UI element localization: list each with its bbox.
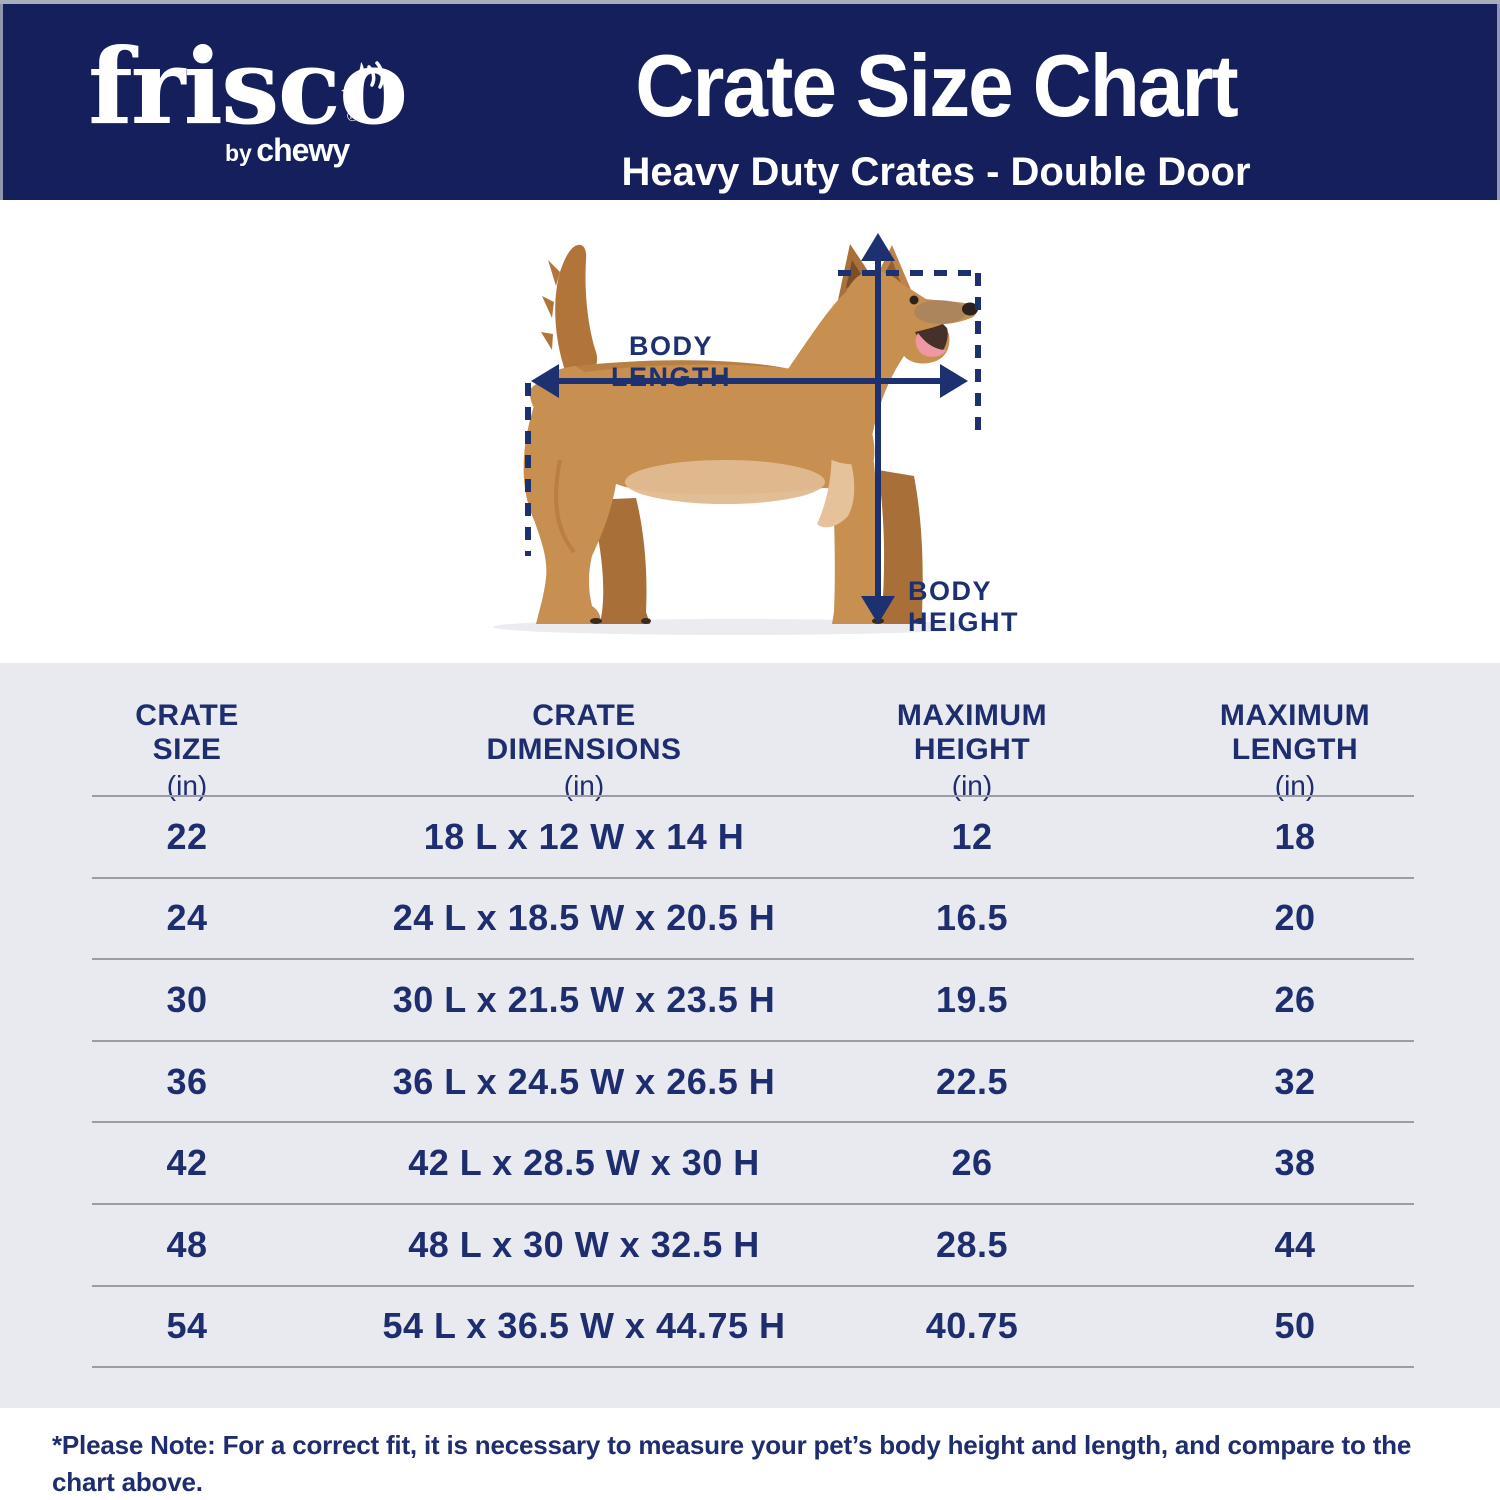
footnote-line1: *Please Note: For a correct fit, it is n… <box>52 1430 1412 1497</box>
cell-crate-size: 22 <box>166 815 208 857</box>
cell-crate-dimensions: 36 L x 24.5 W x 26.5 H <box>392 1060 776 1102</box>
cell-max-height: 22.5 <box>935 1060 1009 1102</box>
footnote: *Please Note: For a correct fit, it is n… <box>0 1408 1500 1500</box>
body-length-label: BODY LENGTH <box>611 331 731 392</box>
cell-max-length: 50 <box>1274 1305 1316 1347</box>
cell-crate-dimensions: 42 L x 28.5 W x 30 H <box>408 1142 760 1184</box>
table-row: 42 42 L x 28.5 W x 30 H 26 38 <box>92 1123 1414 1205</box>
body-height-label-line1: BODY <box>908 576 993 606</box>
body-height-label: BODY HEIGHT <box>908 576 1019 638</box>
cell-max-length: 20 <box>1274 897 1316 939</box>
column-header-maximum-height: MAXIMUM HEIGHT (in) <box>896 699 1048 801</box>
dashed-guides <box>525 270 981 556</box>
cell-crate-dimensions: 48 L x 30 W x 32.5 H <box>408 1223 760 1265</box>
column-header-crate-size: CRATE SIZE (in) <box>135 699 239 801</box>
cell-max-height: 28.5 <box>935 1223 1009 1265</box>
cell-max-height: 26 <box>951 1142 993 1184</box>
registered-trademark-icon: ® <box>347 108 359 125</box>
table-row: 54 54 L x 36.5 W x 44.75 H 40.75 50 <box>92 1287 1414 1369</box>
column-header-crate-dimensions: CRATE DIMENSIONS (in) <box>486 699 682 801</box>
body-height-label-line2: HEIGHT <box>908 607 1020 637</box>
table-row: 24 24 L x 18.5 W x 20.5 H 16.5 20 <box>92 879 1414 961</box>
cell-crate-size: 24 <box>166 897 208 939</box>
table-body: 22 18 L x 12 W x 14 H 12 18 24 24 L x 18… <box>92 795 1414 1369</box>
crate-size-table: CRATE SIZE (in) CRATE DIMENSIONS (in) MA… <box>0 663 1500 1408</box>
body-length-arrow <box>531 364 968 398</box>
cell-max-length: 26 <box>1274 978 1316 1020</box>
logo-tail-swoosh-icon <box>341 61 385 92</box>
cell-max-height: 40.75 <box>925 1305 1019 1347</box>
cell-crate-dimensions: 54 L x 36.5 W x 44.75 H <box>382 1305 786 1347</box>
cell-crate-dimensions: 24 L x 18.5 W x 20.5 H <box>392 897 776 939</box>
cell-max-length: 44 <box>1274 1223 1316 1265</box>
table-row: 48 48 L x 30 W x 32.5 H 28.5 44 <box>92 1205 1414 1287</box>
cell-max-length: 18 <box>1274 815 1316 857</box>
cell-crate-size: 30 <box>166 978 208 1020</box>
byline-chewy-text: chewy <box>256 132 350 168</box>
cell-max-height: 19.5 <box>935 978 1009 1020</box>
page-subtitle: Heavy Duty Crates - Double Door <box>621 150 1251 194</box>
table-row: 30 30 L x 21.5 W x 23.5 H 19.5 26 <box>92 960 1414 1042</box>
page-title: Crate Size Chart <box>635 36 1238 136</box>
dog-measurement-diagram: BODY LENGTH BODY HEIGHT <box>0 200 1500 663</box>
cell-max-length: 38 <box>1274 1142 1316 1184</box>
table-row: 22 18 L x 12 W x 14 H 12 18 <box>92 797 1414 879</box>
cell-crate-dimensions: 18 L x 12 W x 14 H <box>423 815 745 857</box>
byline-by-text: by <box>225 140 252 166</box>
column-header-maximum-length: MAXIMUM LENGTH (in) <box>1219 699 1371 801</box>
byline-chewy: by chewy <box>225 132 350 169</box>
page-top-border <box>0 0 1500 4</box>
header-banner: frisco ® by chewy Crate Size Chart Heavy… <box>0 4 1500 200</box>
cell-crate-size: 42 <box>166 1142 208 1184</box>
cell-max-height: 12 <box>951 815 993 857</box>
cell-max-length: 32 <box>1274 1060 1316 1102</box>
dog-illustration <box>493 233 981 635</box>
cell-crate-dimensions: 30 L x 21.5 W x 23.5 H <box>392 978 776 1020</box>
table-row: 36 36 L x 24.5 W x 26.5 H 22.5 32 <box>92 1042 1414 1124</box>
cell-crate-size: 48 <box>166 1223 208 1265</box>
cell-crate-size: 36 <box>166 1060 208 1102</box>
cell-crate-size: 54 <box>166 1305 208 1347</box>
cell-max-height: 16.5 <box>935 897 1009 939</box>
body-height-arrow <box>861 233 895 624</box>
